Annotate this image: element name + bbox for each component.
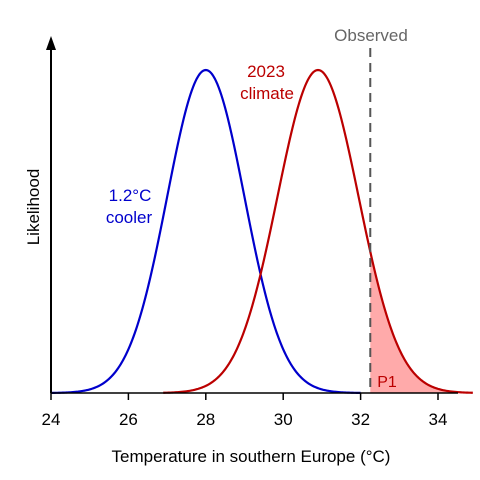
series-annotation-cool-line2: cooler [106,208,153,227]
x-tick-label: 26 [119,410,138,429]
curve-cooler [50,68,361,394]
x-tick-label: 32 [351,410,370,429]
axes-layer [46,36,458,394]
series-annotation-cool-line1: 1.2°C [109,186,152,205]
x-tick-label: 28 [196,410,215,429]
observed-label: Observed [334,26,408,45]
series-annotation-2023-line2: climate [240,84,294,103]
series-curves-layer [50,68,473,394]
x-ticks-layer: 24 26 28 30 32 34 [42,393,448,429]
shaded-tail-p1 [370,251,473,393]
x-tick-label: 34 [429,410,448,429]
y-axis-arrowhead [46,36,56,50]
series-annotation-2023-line1: 2023 [247,62,285,81]
labels-layer: Temperature in southern Europe (°C) Like… [24,26,408,466]
x-tick-label: 24 [42,410,61,429]
x-axis-label: Temperature in southern Europe (°C) [112,447,391,466]
shaded-region-layer [370,251,473,393]
p1-label: P1 [377,374,397,391]
x-tick-label: 30 [274,410,293,429]
y-axis-label: Likelihood [24,169,43,246]
curve-2023-climate [163,68,473,394]
